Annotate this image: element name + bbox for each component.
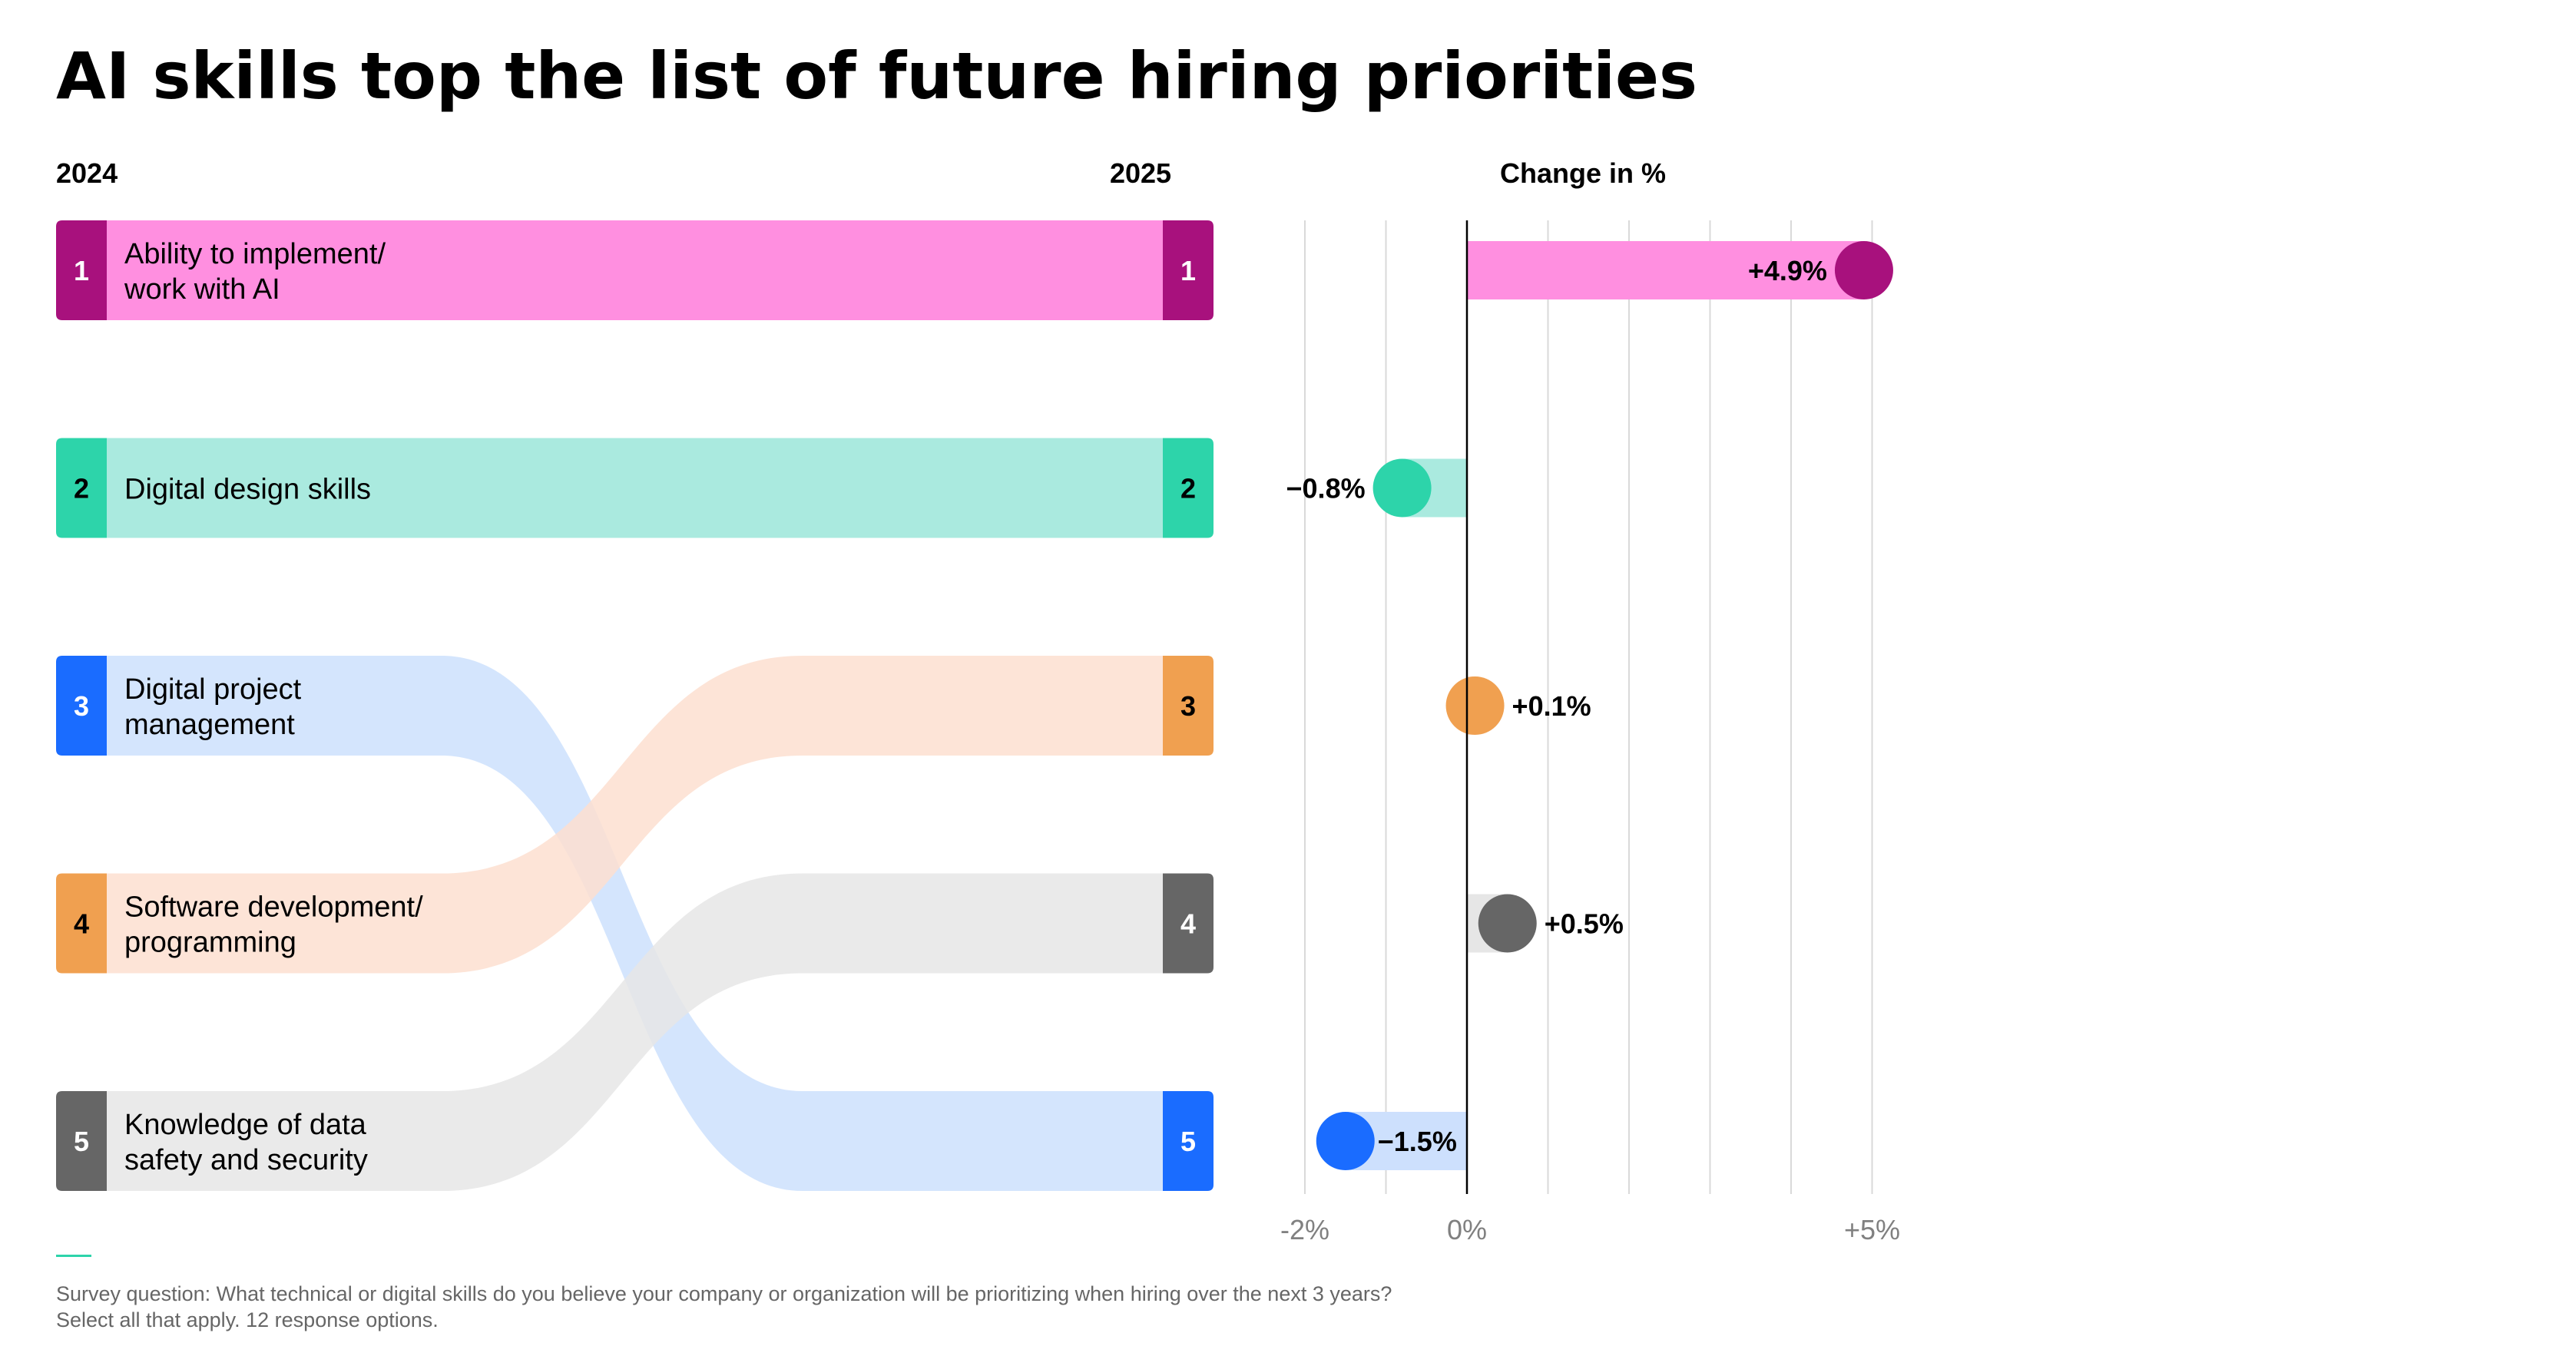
x-tick-label: 0% bbox=[1447, 1214, 1487, 1245]
rank-number-2025: 5 bbox=[1180, 1126, 1196, 1157]
rank-number-2024: 1 bbox=[74, 255, 89, 286]
skill-label: programming bbox=[124, 927, 296, 959]
flow-band bbox=[107, 220, 1163, 320]
rank-number-2024: 5 bbox=[74, 1126, 89, 1157]
change-dot bbox=[1445, 676, 1505, 735]
skill-label: management bbox=[124, 709, 295, 741]
skill-label: Knowledge of data bbox=[124, 1109, 367, 1141]
x-tick-label: -2% bbox=[1280, 1214, 1329, 1245]
rank-badge-2025 bbox=[1163, 438, 1214, 538]
skill-label: Digital design skills bbox=[124, 474, 371, 506]
skill-label: Software development/ bbox=[124, 891, 423, 924]
rank-number-2025: 3 bbox=[1180, 690, 1196, 722]
change-value-label: −0.8% bbox=[1286, 473, 1366, 504]
rank-badge-2025 bbox=[1163, 656, 1214, 756]
footnote-rule bbox=[56, 1255, 91, 1257]
rank-badge-2025 bbox=[1163, 873, 1214, 974]
flow-band bbox=[107, 656, 1163, 1191]
skill-label: safety and security bbox=[124, 1144, 368, 1176]
header-2025: 2025 bbox=[1110, 157, 1171, 189]
rank-badge-2024 bbox=[56, 656, 107, 756]
change-bar bbox=[1467, 241, 1864, 299]
change-dot bbox=[1316, 1112, 1375, 1170]
change-chart: -2% 0% +5% +4.9% −0.8% +0.1% +0.5% −1.5% bbox=[1280, 220, 1900, 1245]
skill-label: Digital project bbox=[124, 673, 302, 706]
rank-badge-2024 bbox=[56, 438, 107, 538]
flow-band bbox=[107, 438, 1163, 538]
header-change: Change in % bbox=[1500, 157, 1666, 189]
change-value-label: −1.5% bbox=[1378, 1126, 1457, 1157]
flow-band bbox=[107, 873, 1163, 1191]
rank-number-2025: 2 bbox=[1180, 473, 1196, 504]
change-value-label: +0.5% bbox=[1545, 908, 1624, 940]
flow-band bbox=[107, 656, 1163, 974]
footnote-line-1: Survey question: What technical or digit… bbox=[56, 1282, 1392, 1305]
rank-number-2025: 4 bbox=[1180, 908, 1196, 940]
bump-chart: 1 1 Ability to implement/work with AI 2 2 Dig… bbox=[56, 220, 1214, 1191]
rank-number-2024: 4 bbox=[74, 908, 89, 940]
rank-number-2025: 1 bbox=[1180, 255, 1196, 286]
change-dot bbox=[1372, 458, 1432, 518]
x-tick-label: +5% bbox=[1844, 1214, 1900, 1245]
change-dot bbox=[1478, 894, 1537, 953]
rank-badge-2024 bbox=[56, 220, 107, 320]
rank-number-2024: 2 bbox=[74, 473, 89, 504]
rank-badge-2024 bbox=[56, 873, 107, 974]
change-value-label: +0.1% bbox=[1512, 690, 1591, 722]
change-value-label: +4.9% bbox=[1748, 255, 1827, 286]
rank-badge-2024 bbox=[56, 1091, 107, 1191]
header-2024: 2024 bbox=[56, 157, 118, 189]
footnote-line-2: Select all that apply. 12 response optio… bbox=[56, 1308, 439, 1331]
rank-number-2024: 3 bbox=[74, 690, 89, 722]
change-dot bbox=[1834, 241, 1893, 299]
skill-label: work with AI bbox=[124, 273, 280, 306]
chart-title: AI skills top the list of future hiring … bbox=[56, 38, 1697, 114]
rank-badge-2025 bbox=[1163, 220, 1214, 320]
rank-badge-2025 bbox=[1163, 1091, 1214, 1191]
skill-label: Ability to implement/ bbox=[124, 238, 386, 270]
